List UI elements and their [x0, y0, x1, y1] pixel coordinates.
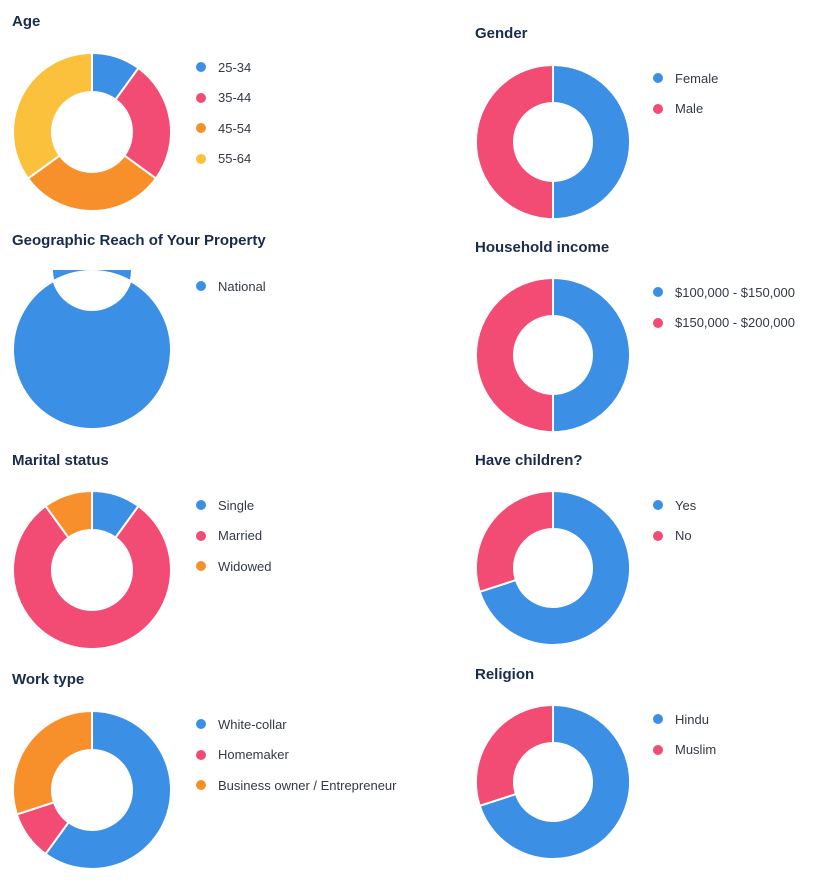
legend-label: Homemaker: [218, 747, 289, 763]
donut-chart-work-type: [12, 710, 172, 870]
donut-slice-55-64[interactable]: [12, 52, 93, 180]
donut-slice-business-owner-entrepreneur[interactable]: [12, 710, 93, 816]
legend-item-national[interactable]: National: [196, 271, 266, 302]
legend-dot-icon: [653, 714, 663, 725]
legend-item-female[interactable]: Female: [653, 63, 718, 94]
donut-slice-45-54[interactable]: [26, 154, 158, 212]
chart-title: Work type: [12, 671, 85, 688]
donut-slice-female[interactable]: [552, 64, 631, 220]
legend-label: 35-44: [218, 90, 252, 106]
legend: National: [196, 271, 266, 302]
legend-item-150-000-200-000[interactable]: $150,000 - $200,000: [653, 308, 795, 339]
donut-chart-geographic-reach: [12, 270, 172, 430]
legend-dot-icon: [653, 287, 663, 298]
legend-item-muslim[interactable]: Muslim: [653, 735, 716, 766]
donut-chart-marital-status: [12, 490, 172, 650]
legend-label: 55-64: [218, 151, 252, 167]
legend-dot-icon: [196, 561, 206, 572]
legend-item-white-collar[interactable]: White-collar: [196, 709, 396, 740]
legend-dot-icon: [196, 62, 206, 73]
donut-slice-yes[interactable]: [478, 490, 631, 646]
legend-label: 25-34: [218, 59, 252, 75]
legend-dot-icon: [653, 744, 663, 755]
legend: 25-34 35-44 45-54 55-64: [196, 52, 251, 174]
legend-dot-icon: [653, 530, 663, 541]
donut-slice-hindu[interactable]: [478, 704, 631, 860]
legend-item-single[interactable]: Single: [196, 490, 271, 521]
legend-dot-icon: [196, 719, 206, 730]
legend-label: Muslim: [675, 742, 717, 758]
donut-slice-100-000-150-000[interactable]: [552, 277, 631, 433]
donut-slice-white-collar[interactable]: [44, 710, 172, 870]
donut-slice-no[interactable]: [475, 490, 554, 594]
donut-chart-religion: [475, 704, 631, 860]
legend-dot-icon: [196, 123, 206, 134]
legend-label: Business owner / Entrepreneur: [218, 777, 397, 793]
donut-chart-household-income: [475, 277, 631, 433]
legend-dot-icon: [196, 92, 206, 103]
donut-slice-national[interactable]: [12, 270, 172, 430]
chart-title: Gender: [475, 25, 528, 42]
legend: Single Married Widowed: [196, 490, 271, 582]
legend-label: No: [675, 528, 692, 544]
chart-title: Geographic Reach of Your Property: [12, 232, 266, 249]
legend-item-male[interactable]: Male: [653, 94, 718, 125]
legend-label: 45-54: [218, 120, 252, 136]
legend-label: National: [218, 278, 266, 294]
legend: Hindu Muslim: [653, 704, 716, 765]
legend-label: $150,000 - $200,000: [675, 315, 795, 331]
legend-label: Single: [218, 497, 255, 513]
legend-label: Male: [675, 101, 704, 117]
legend-item-100-000-150-000[interactable]: $100,000 - $150,000: [653, 277, 795, 308]
legend-item-35-44[interactable]: 35-44: [196, 83, 251, 114]
donut-slice-married[interactable]: [12, 504, 172, 650]
donut-slice-150-000-200-000[interactable]: [475, 277, 554, 433]
legend-dot-icon: [196, 281, 206, 292]
legend-dot-icon: [653, 500, 663, 511]
chart-title: Age: [12, 13, 41, 30]
legend-dot-icon: [196, 780, 206, 791]
legend: White-collar Homemaker Business owner / En…: [196, 709, 396, 801]
donut-slice-widowed[interactable]: [44, 490, 93, 540]
legend-item-55-64[interactable]: 55-64: [196, 144, 251, 175]
legend-item-widowed[interactable]: Widowed: [196, 551, 271, 582]
legend-label: Hindu: [675, 711, 709, 727]
legend-item-married[interactable]: Married: [196, 521, 271, 552]
chart-title: Have children?: [475, 452, 583, 469]
chart-title: Household income: [475, 239, 610, 256]
donut-chart-age: [12, 52, 172, 212]
chart-title: Marital status: [12, 452, 109, 469]
legend-item-homemaker[interactable]: Homemaker: [196, 740, 396, 771]
chart-title: Religion: [475, 666, 535, 683]
legend-item-yes[interactable]: Yes: [653, 490, 696, 521]
donut-chart-gender: [475, 64, 631, 220]
legend-item-business-owner-entrepreneur[interactable]: Business owner / Entrepreneur: [196, 770, 396, 801]
legend-dot-icon: [196, 500, 206, 511]
legend: Yes No: [653, 490, 696, 551]
legend-dot-icon: [196, 530, 206, 541]
legend-dot-icon: [196, 749, 206, 760]
donut-slice-muslim[interactable]: [475, 704, 554, 808]
legend-item-45-54[interactable]: 45-54: [196, 113, 251, 144]
donut-chart-have-children: [475, 490, 631, 646]
legend-dot-icon: [653, 73, 663, 84]
legend-dot-icon: [653, 317, 663, 328]
legend-item-hindu[interactable]: Hindu: [653, 704, 716, 735]
legend-label: Female: [675, 70, 719, 86]
legend: $100,000 - $150,000 $150,000 - $200,000: [653, 277, 795, 338]
legend-item-no[interactable]: No: [653, 521, 696, 552]
donut-slice-35-44[interactable]: [114, 66, 172, 180]
legend-label: $100,000 - $150,000: [675, 284, 795, 300]
legend-dot-icon: [196, 153, 206, 164]
legend-label: White-collar: [218, 716, 287, 732]
legend-label: Yes: [675, 497, 697, 513]
donut-slice-male[interactable]: [475, 64, 554, 220]
legend: Female Male: [653, 63, 718, 124]
legend-label: Married: [218, 528, 263, 544]
legend-label: Widowed: [218, 558, 272, 574]
legend-item-25-34[interactable]: 25-34: [196, 52, 251, 83]
legend-dot-icon: [653, 103, 663, 114]
